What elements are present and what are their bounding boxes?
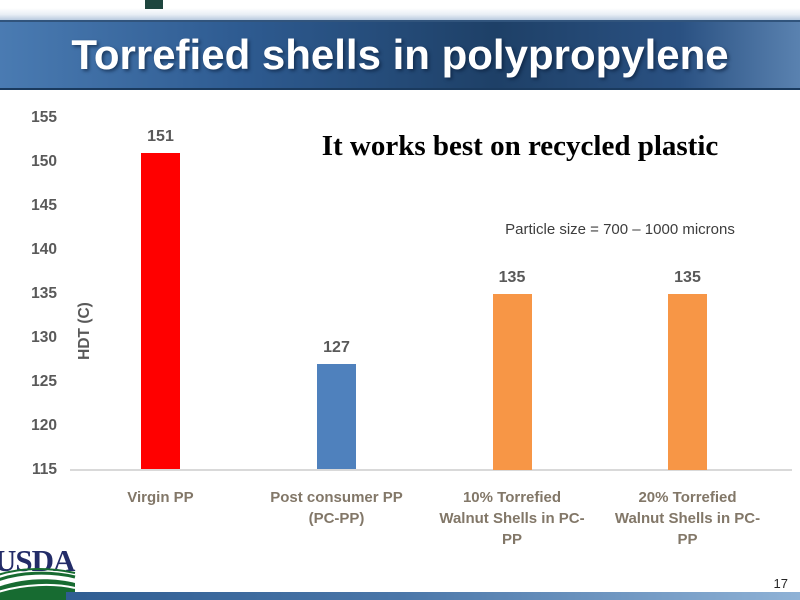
y-tick-115: 115: [31, 460, 57, 478]
y-tick-150: 150: [31, 152, 57, 170]
usda-logo: USDA: [0, 543, 77, 600]
bar-1: [141, 152, 180, 470]
usda-swoosh-line-2: [0, 571, 76, 581]
usda-white-swoosh: [0, 583, 76, 593]
y-axis-label: HDT (C): [76, 302, 93, 360]
particle-size-note: Particle size = 700 – 1000 microns: [505, 221, 735, 238]
category-label-line: PP: [677, 531, 698, 548]
y-tick-125: 125: [31, 372, 57, 390]
y-tick-140: 140: [31, 240, 57, 258]
x-axis-line: [70, 469, 792, 471]
category-label-4: 20% Torrefied Walnut Shells in PC- PP: [596, 487, 780, 550]
bar-value-label-1: 151: [147, 127, 174, 145]
category-label-line: Post consumer PP: [270, 489, 403, 506]
bar-value-label-2: 127: [323, 338, 350, 356]
category-label-line: 10% Torrefied: [462, 489, 562, 506]
usda-swoosh-line-1: [0, 568, 76, 576]
y-tick-145: 145: [31, 196, 57, 214]
bar-value-label-3: 135: [498, 268, 526, 286]
category-label-line: Virgin PP: [127, 489, 194, 506]
category-label-line: Walnut Shells in PC-: [614, 510, 761, 527]
top-accent-rect: [145, 0, 163, 9]
category-label-2: Post consumer PP (PC-PP): [245, 487, 429, 529]
y-tick-120: 120: [31, 416, 57, 434]
category-label-3: 10% Torrefied Walnut Shells in PC- PP: [420, 487, 604, 550]
title-banner: Torrefied shells in polypropylene: [0, 20, 800, 90]
y-tick-155: 155: [31, 108, 57, 126]
category-label-line: PP: [501, 531, 522, 548]
y-tick-130: 130: [31, 328, 57, 346]
y-tick-135: 135: [31, 284, 57, 302]
top-gradient-strip: [0, 8, 800, 20]
bottom-accent-bar: [66, 592, 800, 600]
usda-green-field: [0, 579, 75, 600]
slide-title: Torrefied shells in polypropylene: [71, 31, 729, 78]
bar-value-label-4: 135: [674, 268, 701, 286]
bar-3: [492, 293, 532, 470]
category-label-line: 20% Torrefied: [638, 489, 737, 506]
bar-4: [668, 293, 707, 470]
page-number: 17: [773, 576, 788, 591]
bar-2: [317, 363, 356, 470]
category-label-line: (PC-PP): [308, 510, 365, 527]
category-label-1: Virgin PP: [69, 487, 253, 508]
headline-text: It works best on recycled plastic: [321, 130, 719, 162]
category-label-line: Walnut Shells in PC-: [439, 510, 585, 527]
